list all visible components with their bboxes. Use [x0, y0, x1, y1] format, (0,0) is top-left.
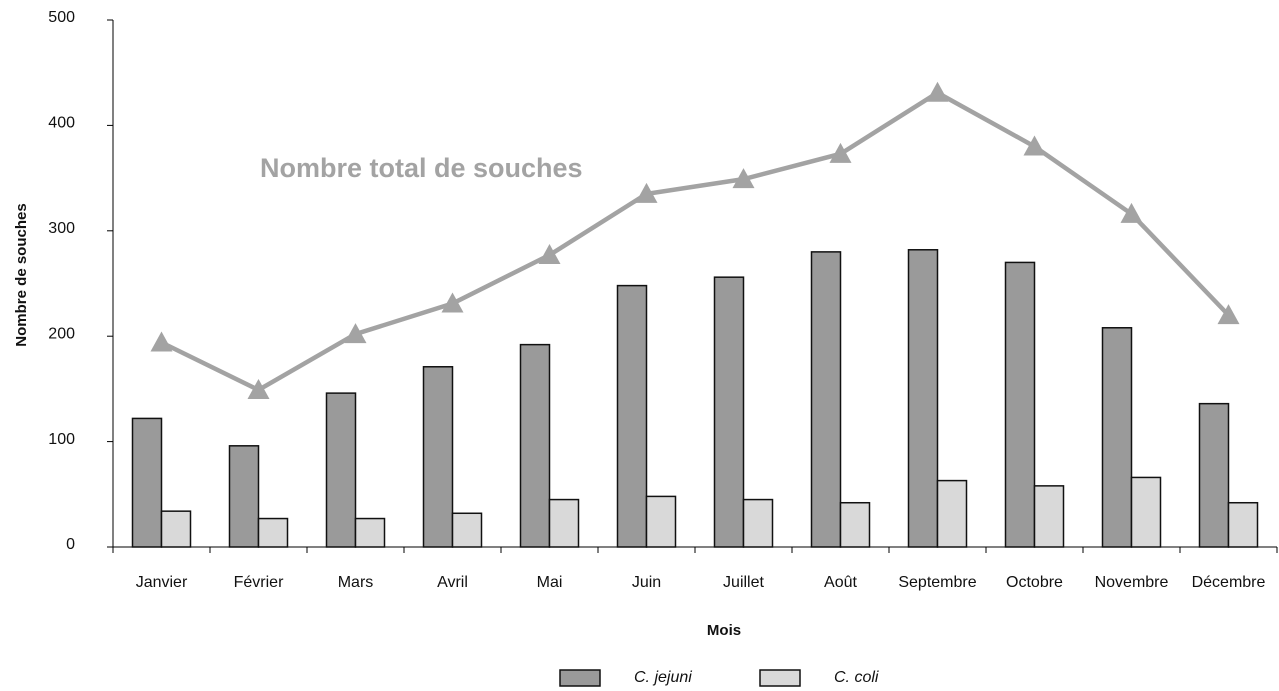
bar: [907, 249, 939, 548]
x-tick-label: Février: [234, 574, 284, 591]
bar: [713, 276, 745, 548]
legend-swatch: [559, 669, 601, 687]
bar: [1004, 261, 1036, 548]
x-tick-label: Mai: [537, 574, 563, 591]
bar: [1198, 402, 1230, 548]
line-marker: [247, 378, 270, 399]
x-tick-label: Juillet: [723, 574, 764, 591]
y-tick-label: 0: [66, 536, 75, 553]
line-marker: [1120, 202, 1143, 223]
line-marker: [732, 168, 755, 189]
x-tick-label: Décembre: [1192, 574, 1266, 591]
x-tick-label: Août: [824, 574, 857, 591]
y-tick-label: 400: [48, 115, 75, 132]
legend-swatch: [759, 669, 801, 687]
line-marker: [1217, 304, 1240, 325]
x-tick-label: Novembre: [1095, 574, 1169, 591]
bar: [645, 495, 677, 548]
line-marker: [150, 331, 173, 352]
bar: [936, 479, 968, 548]
x-axis-label: Mois: [707, 622, 741, 639]
x-tick-label: Mars: [338, 574, 374, 591]
bar: [839, 501, 871, 548]
line-marker: [829, 142, 852, 163]
bar: [742, 498, 774, 548]
bar: [228, 445, 260, 548]
y-tick-label: 500: [48, 9, 75, 26]
x-tick-label: Janvier: [136, 574, 188, 591]
y-axis-label: Nombre de souches: [13, 203, 30, 346]
line-marker: [1023, 135, 1046, 156]
x-tick-label: Juin: [632, 574, 661, 591]
bar: [1033, 485, 1065, 548]
bar: [519, 343, 551, 548]
line-marker: [635, 182, 658, 203]
bar: [810, 251, 842, 548]
legend-label: C. coli: [834, 669, 879, 686]
bar: [1130, 476, 1162, 548]
line: [160, 90, 1231, 393]
bar: [616, 284, 648, 548]
bar: [548, 498, 580, 548]
line-marker: [926, 81, 949, 102]
y-tick-label: 200: [48, 325, 75, 342]
bar: [257, 517, 289, 548]
bar: [131, 417, 163, 548]
y-tick-label: 100: [48, 431, 75, 448]
bar: [1227, 501, 1259, 548]
line-marker: [441, 292, 464, 313]
line-annotation: Nombre total de souches: [260, 153, 583, 183]
x-tick-label: Octobre: [1006, 574, 1063, 591]
bar: [325, 392, 357, 548]
bar: [1101, 327, 1133, 548]
x-tick-label: Septembre: [898, 574, 976, 591]
x-tick-label: Avril: [437, 574, 468, 591]
bar: [354, 517, 386, 548]
y-tick-label: 300: [48, 220, 75, 237]
bar: [451, 512, 483, 548]
bar: [422, 366, 454, 548]
line-marker: [538, 244, 561, 265]
bar: [160, 510, 192, 548]
line-marker: [344, 323, 367, 344]
legend-label: C. jejuni: [634, 669, 692, 686]
